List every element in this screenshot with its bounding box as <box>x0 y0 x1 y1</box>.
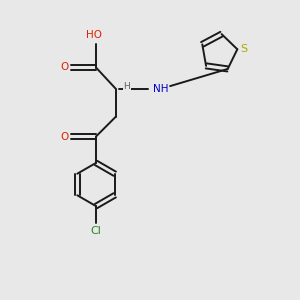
Text: O: O <box>60 62 69 73</box>
Text: NH: NH <box>153 83 168 94</box>
Text: H: H <box>124 82 130 91</box>
Text: S: S <box>240 44 247 54</box>
Text: Cl: Cl <box>91 226 101 236</box>
Text: O: O <box>60 131 69 142</box>
Text: HO: HO <box>85 30 102 40</box>
